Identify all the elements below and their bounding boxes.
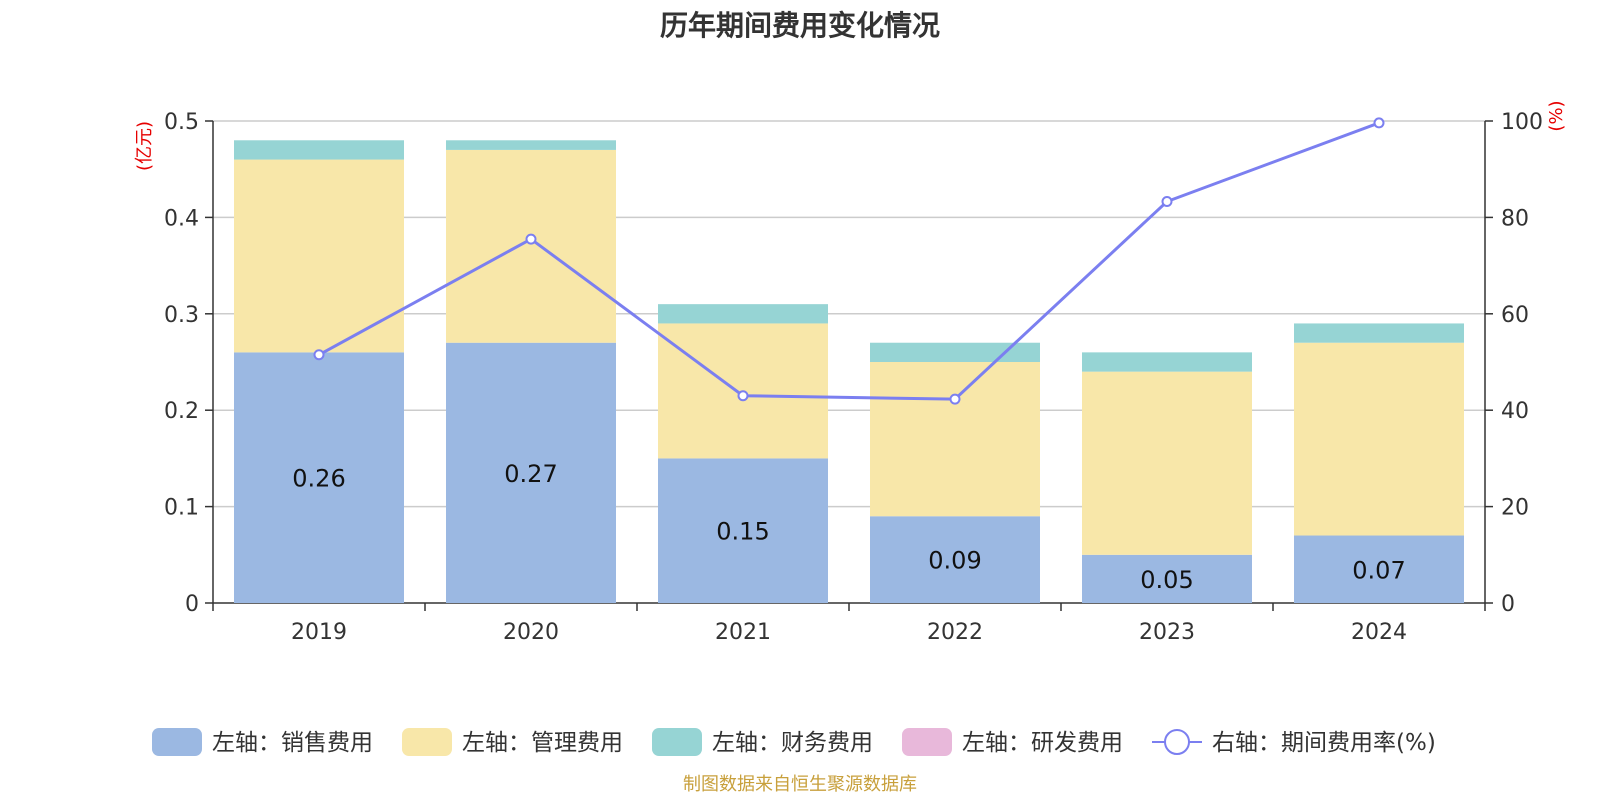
x-axis-tick-label: 2024 xyxy=(1351,620,1407,645)
x-axis-tick-label: 2021 xyxy=(715,620,771,645)
bar-data-label: 0.07 xyxy=(1352,556,1405,584)
right-axis-tick-label: 80 xyxy=(1501,206,1529,231)
x-axis-tick-label: 2020 xyxy=(503,620,559,645)
left-axis-tick-label: 0.1 xyxy=(164,496,199,521)
bar-segment-1 xyxy=(446,149,616,343)
rate-point xyxy=(313,349,325,361)
bar-segment-0 xyxy=(234,352,404,603)
rate-point xyxy=(1373,117,1385,129)
bar-data-label: 0.26 xyxy=(292,465,345,493)
right-axis-tick-label: 60 xyxy=(1501,303,1529,328)
bar-segment-0 xyxy=(658,458,828,603)
bar-segment-1 xyxy=(870,362,1040,517)
bar-segment-1 xyxy=(1082,371,1252,555)
x-axis-tick-label: 2023 xyxy=(1139,620,1195,645)
rate-point xyxy=(1161,195,1173,207)
chart-title: 历年期间费用变化情况 xyxy=(659,9,940,42)
bar-segment-2 xyxy=(446,140,616,150)
left-axis-tick-label: 0.4 xyxy=(164,206,199,231)
data-source-note: 制图数据来自恒生聚源数据库 xyxy=(683,774,917,795)
bar-data-label: 0.05 xyxy=(1140,566,1193,594)
legend-marker-icon xyxy=(1164,729,1190,755)
bar-data-label: 0.27 xyxy=(504,460,557,488)
left-axis-tick-label: 0.3 xyxy=(164,303,199,328)
x-axis-tick-label: 2022 xyxy=(927,620,983,645)
bar-segment-1 xyxy=(1294,342,1464,536)
bar-segment-0 xyxy=(870,516,1040,603)
rate-line xyxy=(318,121,1380,401)
rate-point xyxy=(949,393,961,405)
right-axis-tick-label: 0 xyxy=(1501,592,1515,617)
bar-segment-0 xyxy=(1294,535,1464,603)
legend-swatch xyxy=(902,728,952,756)
right-axis-tick-label: 20 xyxy=(1501,496,1529,521)
left-axis-tick-label: 0.5 xyxy=(164,110,199,135)
right-axis-unit: (%) xyxy=(1546,100,1567,131)
legend-label: 左轴：财务费用 xyxy=(712,730,873,756)
legend-label: 左轴：研发费用 xyxy=(962,730,1123,756)
legend-swatch xyxy=(152,728,202,756)
bar-segment-2 xyxy=(234,140,404,160)
bar-segment-0 xyxy=(446,342,616,603)
bar-segment-2 xyxy=(1082,352,1252,372)
bar-segment-2 xyxy=(658,304,828,324)
bar-segment-2 xyxy=(870,342,1040,362)
bar-segment-0 xyxy=(1082,554,1252,603)
x-axis-tick-label: 2019 xyxy=(291,620,347,645)
bar-data-label: 0.15 xyxy=(716,518,769,546)
rate-point xyxy=(737,390,749,402)
bar-data-label: 0.09 xyxy=(928,547,981,575)
legend-label: 左轴：销售费用 xyxy=(212,730,373,756)
legend-swatch xyxy=(402,728,452,756)
right-axis-tick-label: 40 xyxy=(1501,399,1529,424)
bar-segment-1 xyxy=(234,159,404,353)
legend-swatch xyxy=(652,728,702,756)
left-axis-unit: (亿元) xyxy=(134,121,155,171)
bar-segment-2 xyxy=(1294,323,1464,343)
rate-point xyxy=(525,233,537,245)
legend-label: 右轴：期间费用率(%) xyxy=(1212,730,1436,756)
right-axis-tick-label: 100 xyxy=(1501,110,1543,135)
left-axis-tick-label: 0.2 xyxy=(164,399,199,424)
legend-label: 左轴：管理费用 xyxy=(462,730,623,756)
left-axis-tick-label: 0 xyxy=(185,592,199,617)
